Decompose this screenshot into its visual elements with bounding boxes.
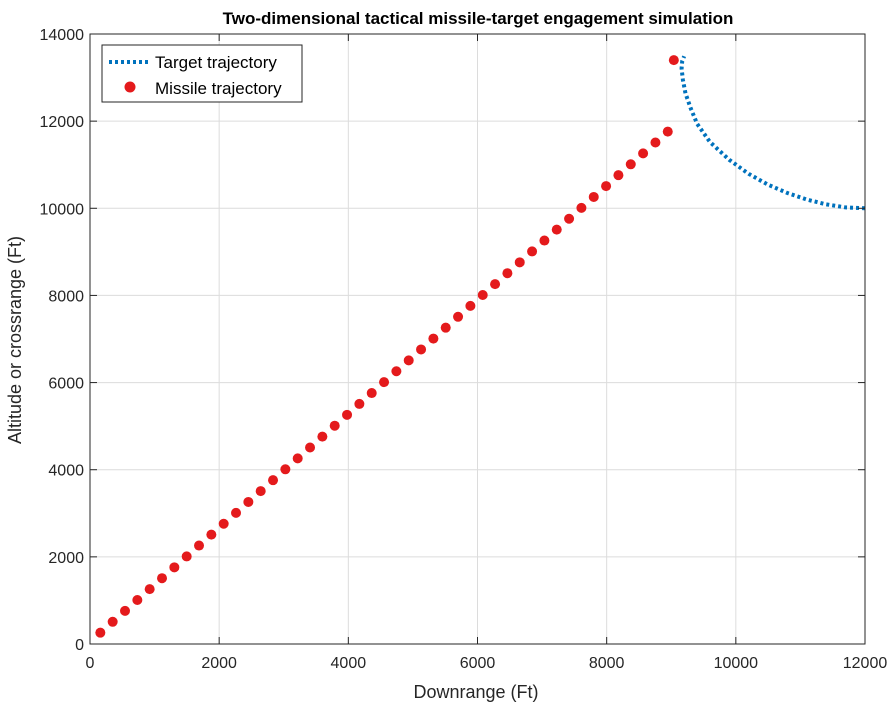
missile-trajectory-point — [305, 442, 316, 453]
missile-trajectory-point — [169, 562, 180, 573]
missile-trajectory-point — [416, 344, 427, 355]
x-tick-label: 0 — [86, 655, 95, 672]
x-tick-label: 8000 — [589, 655, 625, 672]
missile-trajectory-point — [638, 148, 649, 159]
missile-trajectory-point — [453, 311, 464, 322]
missile-trajectory-point — [391, 366, 402, 377]
missile-trajectory-point — [342, 409, 353, 420]
legend-missile-label: Missile trajectory — [155, 79, 282, 98]
series-layer — [95, 55, 866, 638]
missile-trajectory-point — [268, 475, 279, 486]
missile-trajectory-point — [539, 235, 550, 246]
missile-trajectory-point — [194, 540, 205, 551]
missile-trajectory-point — [613, 170, 624, 181]
missile-trajectory-point — [317, 431, 328, 442]
missile-trajectory-point — [366, 388, 377, 399]
y-axis: 0 2000 4000 6000 8000 10000 12000 14000 — [40, 27, 865, 654]
missile-trajectory-point — [292, 453, 303, 464]
x-tick-label: 12000 — [843, 655, 888, 672]
missile-trajectory-point — [354, 398, 365, 409]
missile-trajectory-point — [206, 529, 217, 540]
y-axis-label: Altitude or crossrange (Ft) — [5, 236, 25, 444]
y-tick-label: 8000 — [48, 288, 84, 305]
missile-trajectory-point — [280, 464, 291, 475]
legend-box — [101, 44, 303, 103]
missile-trajectory-point — [502, 268, 513, 279]
missile-trajectory-point — [144, 584, 155, 595]
x-tick-label: 10000 — [714, 655, 759, 672]
legend-missile-swatch — [124, 81, 136, 93]
missile-trajectory-point — [564, 213, 575, 224]
missile-trajectory-point — [668, 55, 679, 66]
y-tick-label: 4000 — [48, 463, 84, 480]
x-tick-label: 2000 — [201, 655, 237, 672]
missile-trajectory-point — [551, 224, 562, 235]
legend: Target trajectory Missile trajectory — [101, 44, 303, 103]
missile-trajectory-point — [181, 551, 192, 562]
missile-trajectory-point — [403, 355, 414, 366]
missile-trajectory-point — [588, 191, 599, 202]
missile-trajectory-point — [218, 518, 229, 529]
missile-trajectory-point — [95, 627, 106, 638]
legend-target-label: Target trajectory — [155, 53, 277, 72]
missile-trajectory-point — [576, 202, 587, 213]
missile-trajectory-point — [120, 605, 131, 616]
missile-trajectory-point — [379, 377, 390, 388]
missile-trajectory-point — [527, 246, 538, 257]
missile-trajectory-point — [132, 594, 143, 605]
missile-trajectory-point — [477, 289, 488, 300]
missile-trajectory-point — [625, 159, 636, 170]
target-trajectory-line — [679, 55, 866, 211]
x-tick-label: 4000 — [331, 655, 367, 672]
y-tick-label: 2000 — [48, 550, 84, 567]
missile-trajectory-point — [157, 573, 168, 584]
chart-title: Two-dimensional tactical missile-target … — [223, 9, 734, 28]
y-tick-label: 0 — [75, 637, 84, 654]
missile-trajectory-point — [490, 279, 501, 290]
missile-trajectory-point — [255, 486, 266, 497]
missile-trajectory-point — [465, 300, 476, 311]
y-tick-label: 12000 — [40, 114, 85, 131]
x-tick-label: 6000 — [460, 655, 496, 672]
missile-trajectory-point — [662, 126, 673, 137]
missile-trajectory-point — [231, 507, 242, 518]
missile-trajectory-point — [428, 333, 439, 344]
y-tick-label: 10000 — [40, 201, 85, 218]
y-tick-label: 6000 — [48, 376, 84, 393]
missile-trajectory-point — [514, 257, 525, 268]
missile-trajectory-point — [107, 616, 118, 627]
x-axis-label: Downrange (Ft) — [413, 682, 538, 702]
missile-trajectory-point — [243, 496, 254, 507]
missile-trajectory-point — [650, 137, 661, 148]
missile-trajectory-point — [440, 322, 451, 333]
x-axis: 0 2000 4000 6000 8000 10000 12000 — [86, 34, 888, 672]
y-tick-label: 14000 — [40, 27, 85, 44]
missile-trajectory-point — [601, 181, 612, 192]
missile-trajectory-point — [329, 420, 340, 431]
